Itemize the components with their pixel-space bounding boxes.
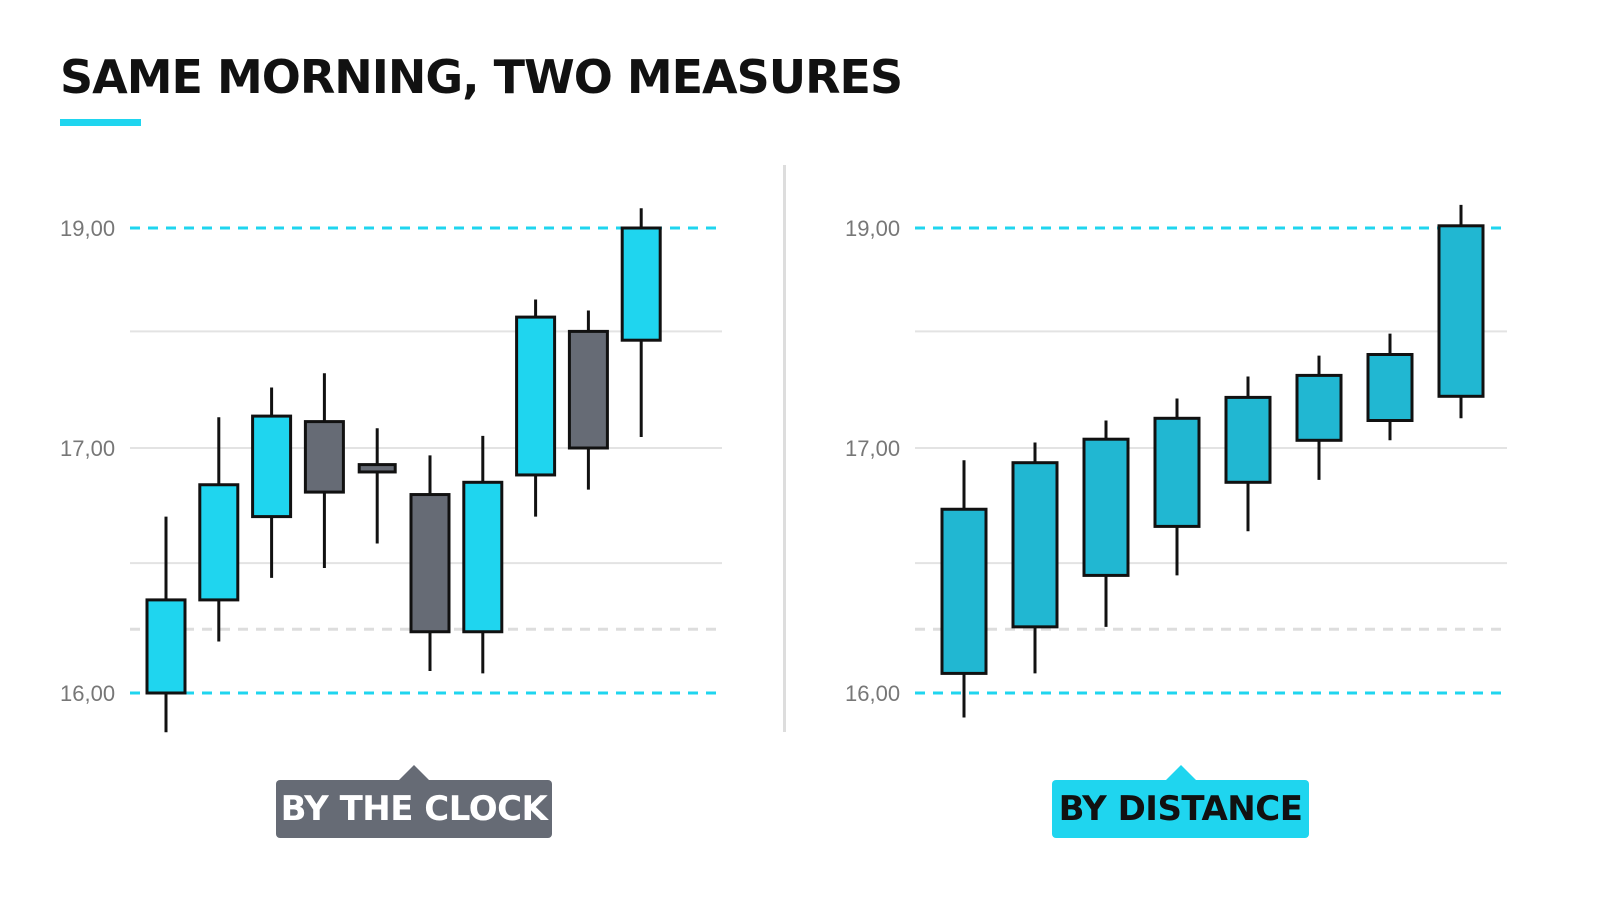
badge-pointer bbox=[398, 765, 430, 781]
y-tick-label: 16,00 bbox=[60, 681, 115, 706]
bullish-candle-body bbox=[620, 226, 662, 342]
page-title: SAME MORNING, TWO MEASURES bbox=[60, 50, 903, 104]
bullish-candle-body bbox=[1153, 416, 1201, 528]
chart-by-the-clock: 19,00 17,00 16,00 bbox=[60, 208, 722, 733]
by-the-clock-label: BY THE CLOCK bbox=[280, 789, 548, 829]
y-tick-label: 16,00 bbox=[845, 681, 900, 706]
chart-by-distance: 19,00 17,00 16,00 bbox=[845, 204, 1507, 718]
by-distance-badge: BY DISTANCE bbox=[1052, 765, 1309, 838]
panel-divider bbox=[783, 165, 786, 732]
bearish-candle-body bbox=[303, 420, 345, 494]
y-tick-label: 17,00 bbox=[60, 436, 115, 461]
bullish-candle-body bbox=[1366, 353, 1414, 422]
bullish-candle-body bbox=[462, 480, 504, 634]
bearish-candle-body bbox=[567, 329, 609, 450]
badge-pointer bbox=[1164, 765, 1197, 781]
bullish-candle-body bbox=[1295, 373, 1343, 442]
bullish-candle-body bbox=[1011, 461, 1059, 629]
y-tick-label: 17,00 bbox=[845, 436, 900, 461]
bullish-candle-body bbox=[940, 507, 988, 675]
by-distance-label: BY DISTANCE bbox=[1058, 789, 1303, 829]
bullish-candle-body bbox=[515, 315, 557, 477]
bearish-candle-body bbox=[409, 493, 451, 634]
title-underline bbox=[60, 119, 141, 126]
bullish-candle-body bbox=[198, 483, 240, 602]
bullish-candle-body bbox=[1224, 395, 1272, 484]
y-tick-label: 19,00 bbox=[845, 216, 900, 241]
bullish-candle-body bbox=[251, 414, 293, 519]
bullish-candle-body bbox=[1437, 224, 1485, 398]
bullish-candle-body bbox=[1082, 437, 1130, 577]
doji-candle-body bbox=[357, 463, 397, 474]
by-the-clock-badge: BY THE CLOCK bbox=[276, 765, 552, 838]
bullish-candle-body bbox=[145, 598, 187, 695]
y-tick-label: 19,00 bbox=[60, 216, 115, 241]
